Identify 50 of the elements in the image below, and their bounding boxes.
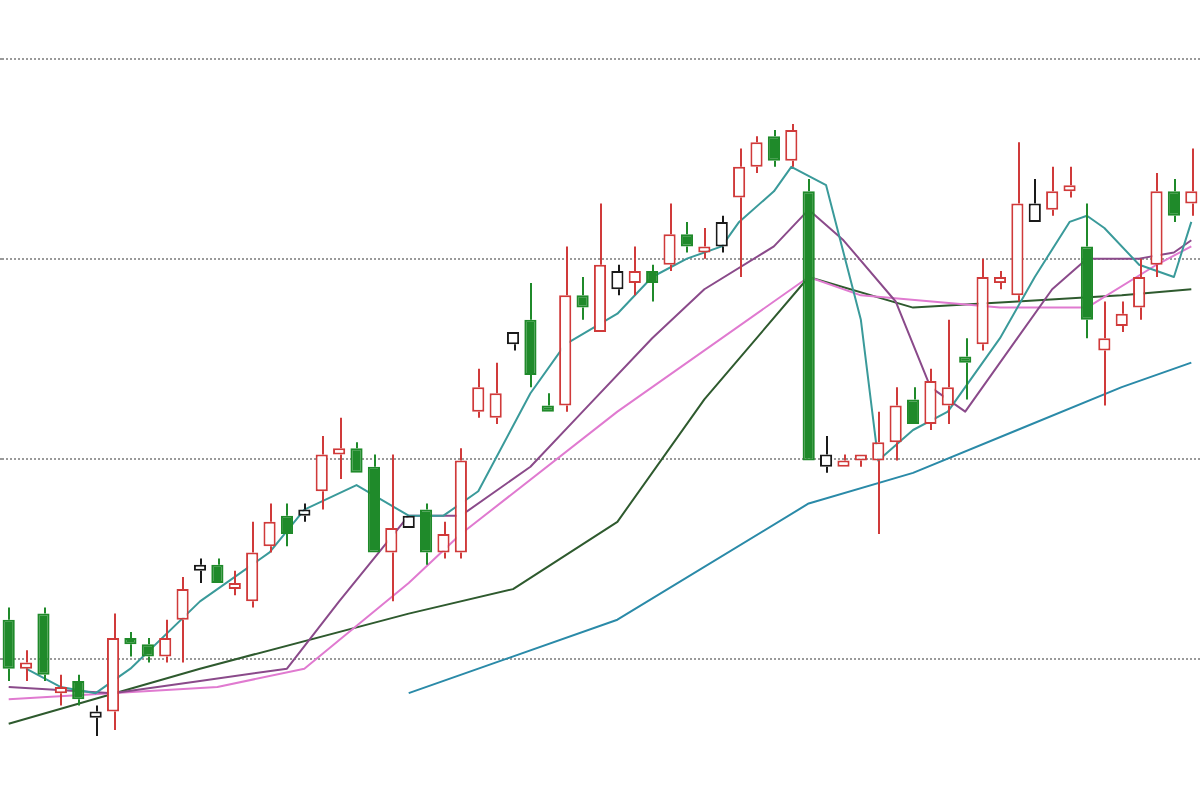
candlestick (124, 630, 137, 658)
candlestick (906, 386, 920, 424)
candlestick (472, 367, 485, 419)
candlestick (37, 606, 50, 682)
candlestick (298, 502, 311, 523)
candlestick (541, 392, 554, 412)
candlestick (802, 178, 815, 461)
candlestick (1150, 171, 1163, 278)
candlestick (993, 269, 1007, 291)
candlestick (785, 123, 798, 168)
candlestick (315, 435, 328, 511)
candlestick (854, 454, 867, 468)
candlestick (489, 361, 502, 425)
candlestick (976, 257, 989, 352)
candlestick (20, 649, 33, 682)
candlestick (246, 520, 259, 609)
candlestick (1011, 141, 1024, 303)
candlestick (350, 441, 363, 473)
candlestick (1167, 178, 1180, 223)
candlestick (767, 129, 780, 168)
candlestick (1063, 165, 1076, 199)
candlestick (837, 453, 850, 467)
candlestick (698, 227, 711, 260)
candlestick (593, 202, 607, 333)
candlestick (228, 569, 241, 597)
candlestick (959, 337, 972, 401)
candlestick (524, 282, 537, 389)
candlestick (715, 214, 728, 254)
candlestick (106, 612, 120, 731)
candlestick (141, 637, 154, 664)
candlestick (1080, 202, 1094, 340)
candlestick (454, 447, 467, 560)
candlestick (2, 606, 15, 682)
candlestick (559, 245, 572, 413)
candlestick (193, 557, 207, 584)
candlestick (333, 416, 346, 480)
candlestick (663, 202, 676, 272)
candlestick (733, 147, 746, 278)
candlestick (176, 575, 189, 664)
candlestick (889, 386, 902, 462)
candlestick (54, 673, 67, 707)
candlestick (420, 502, 433, 566)
candlestick (576, 276, 589, 321)
candlestick (367, 453, 380, 553)
candlestick (263, 502, 276, 554)
candlestick (750, 135, 763, 174)
candlestick (1133, 257, 1146, 321)
candlestick (89, 704, 102, 737)
candlestick (385, 453, 398, 603)
candlestick (924, 367, 937, 431)
